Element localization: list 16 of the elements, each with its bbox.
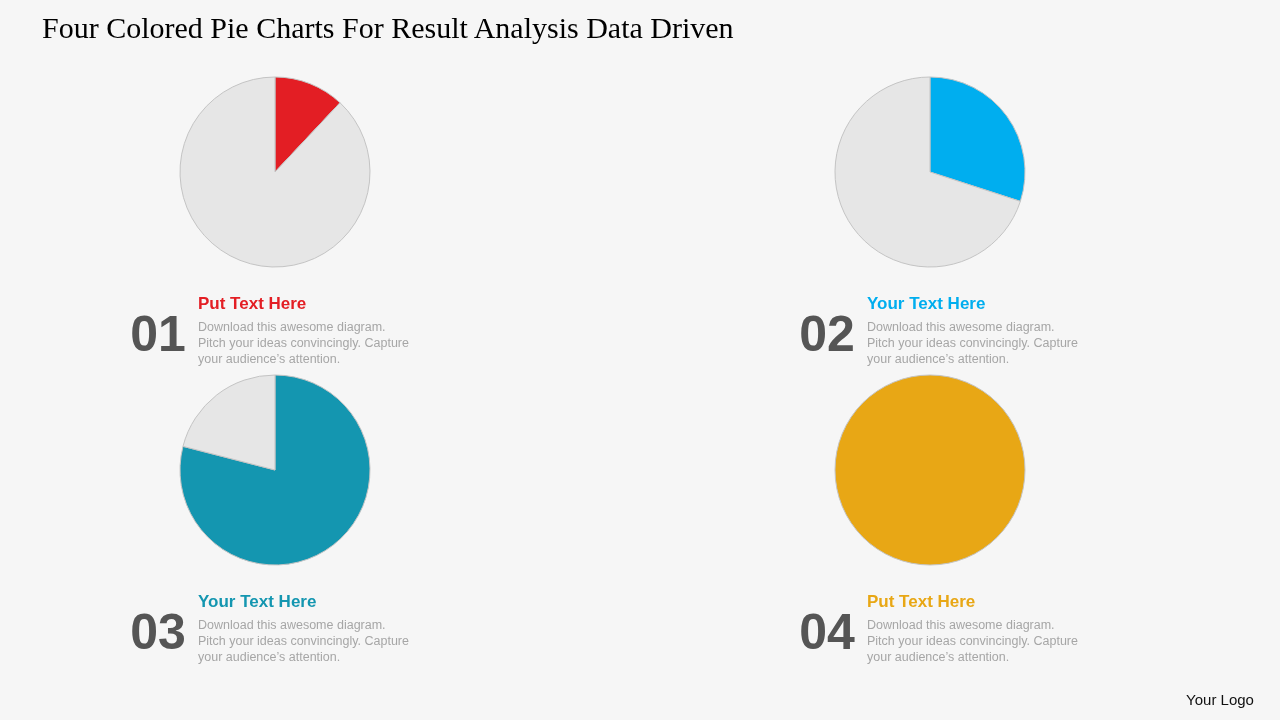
text: Download this awesome diagram. Pitch your ideas convincingly. Capture your audience’s attention. — [198, 320, 410, 366]
text: 02 — [799, 306, 855, 362]
text: Your Logo — [1186, 691, 1254, 708]
text: Your Text Here — [867, 294, 986, 313]
text: Download this awesome diagram. Pitch your ideas convincingly. Capture your audience’s attention. — [198, 618, 410, 664]
pie-slice — [179, 76, 371, 268]
text: Four Colored Pie Charts For Result Analysis Data Driven — [42, 11, 734, 44]
text: Your Text Here — [198, 592, 317, 611]
text: 04 — [799, 604, 855, 660]
text: Download this awesome diagram. Pitch your ideas convincingly. Capture your audience’s attention. — [867, 618, 1079, 664]
text: Put Text Here — [867, 592, 976, 611]
pie-slice — [179, 374, 371, 566]
text: Download this awesome diagram. Pitch your ideas convincingly. Capture your audience’s attention. — [867, 320, 1079, 366]
text: Put Text Here — [198, 294, 307, 313]
text: 01 — [130, 306, 186, 362]
text: 03 — [130, 604, 186, 660]
